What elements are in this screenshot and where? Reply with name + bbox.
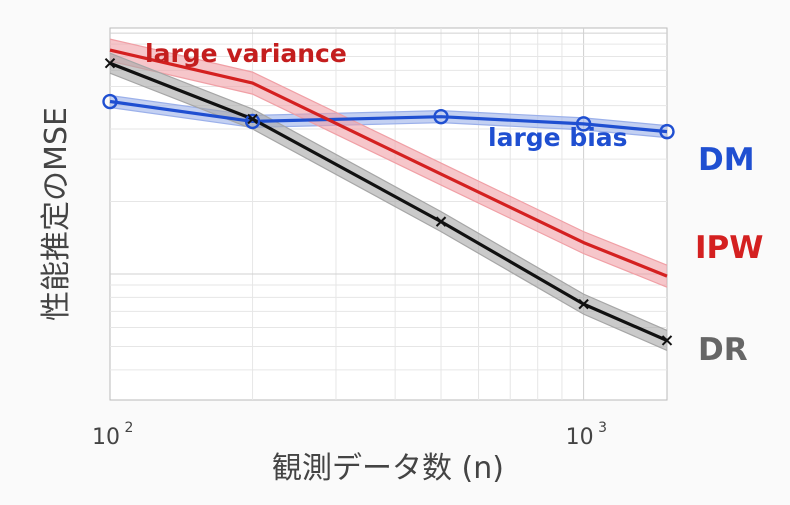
x-tick-base: 10 — [566, 425, 594, 450]
x-tick-label: 10 2 — [92, 420, 133, 450]
marker-dm — [102, 93, 118, 110]
band-edge-dr — [109, 52, 668, 332]
marker-dr — [247, 113, 258, 125]
x-tick-exponent: 2 — [125, 420, 134, 436]
x-axis-label: 観測データ数 (n) — [272, 451, 504, 486]
marker-dr — [661, 335, 673, 346]
marker-stroke — [661, 335, 673, 346]
band-edge-ipw — [109, 38, 668, 266]
line-ipw — [109, 48, 668, 278]
marker-dr — [435, 216, 447, 227]
marker-dm — [244, 113, 261, 130]
band-edge-ipw — [109, 60, 668, 288]
legend-label-dr: DR — [698, 332, 748, 368]
marker-stroke — [435, 216, 447, 227]
marker-stroke — [578, 298, 589, 310]
band-edge-dr — [109, 72, 668, 352]
marker-dm — [659, 123, 675, 140]
grid — [110, 28, 667, 400]
band-ipw — [110, 39, 667, 288]
annotation-large-bias: large bias — [488, 123, 628, 152]
x-tick-base: 10 — [92, 425, 120, 450]
x-tick-label: 10 3 — [566, 420, 607, 450]
annotation-large-variance: large variance — [145, 39, 347, 68]
marker-stroke — [247, 113, 258, 125]
marker-dr — [578, 298, 589, 310]
x-tick-labels: 10 2 10 3 — [92, 420, 607, 450]
series-markers — [102, 57, 675, 346]
marker-dr — [104, 57, 116, 69]
legend-label-ipw: IPW — [695, 230, 763, 266]
x-tick-exponent: 3 — [598, 420, 607, 436]
legend-label-dm: DM — [698, 142, 755, 178]
y-axis-label: 性能推定のMSE — [39, 107, 74, 321]
marker-dm — [433, 108, 449, 125]
marker-stroke — [104, 57, 116, 69]
line-dm — [109, 99, 668, 134]
marker-dm — [575, 116, 592, 132]
